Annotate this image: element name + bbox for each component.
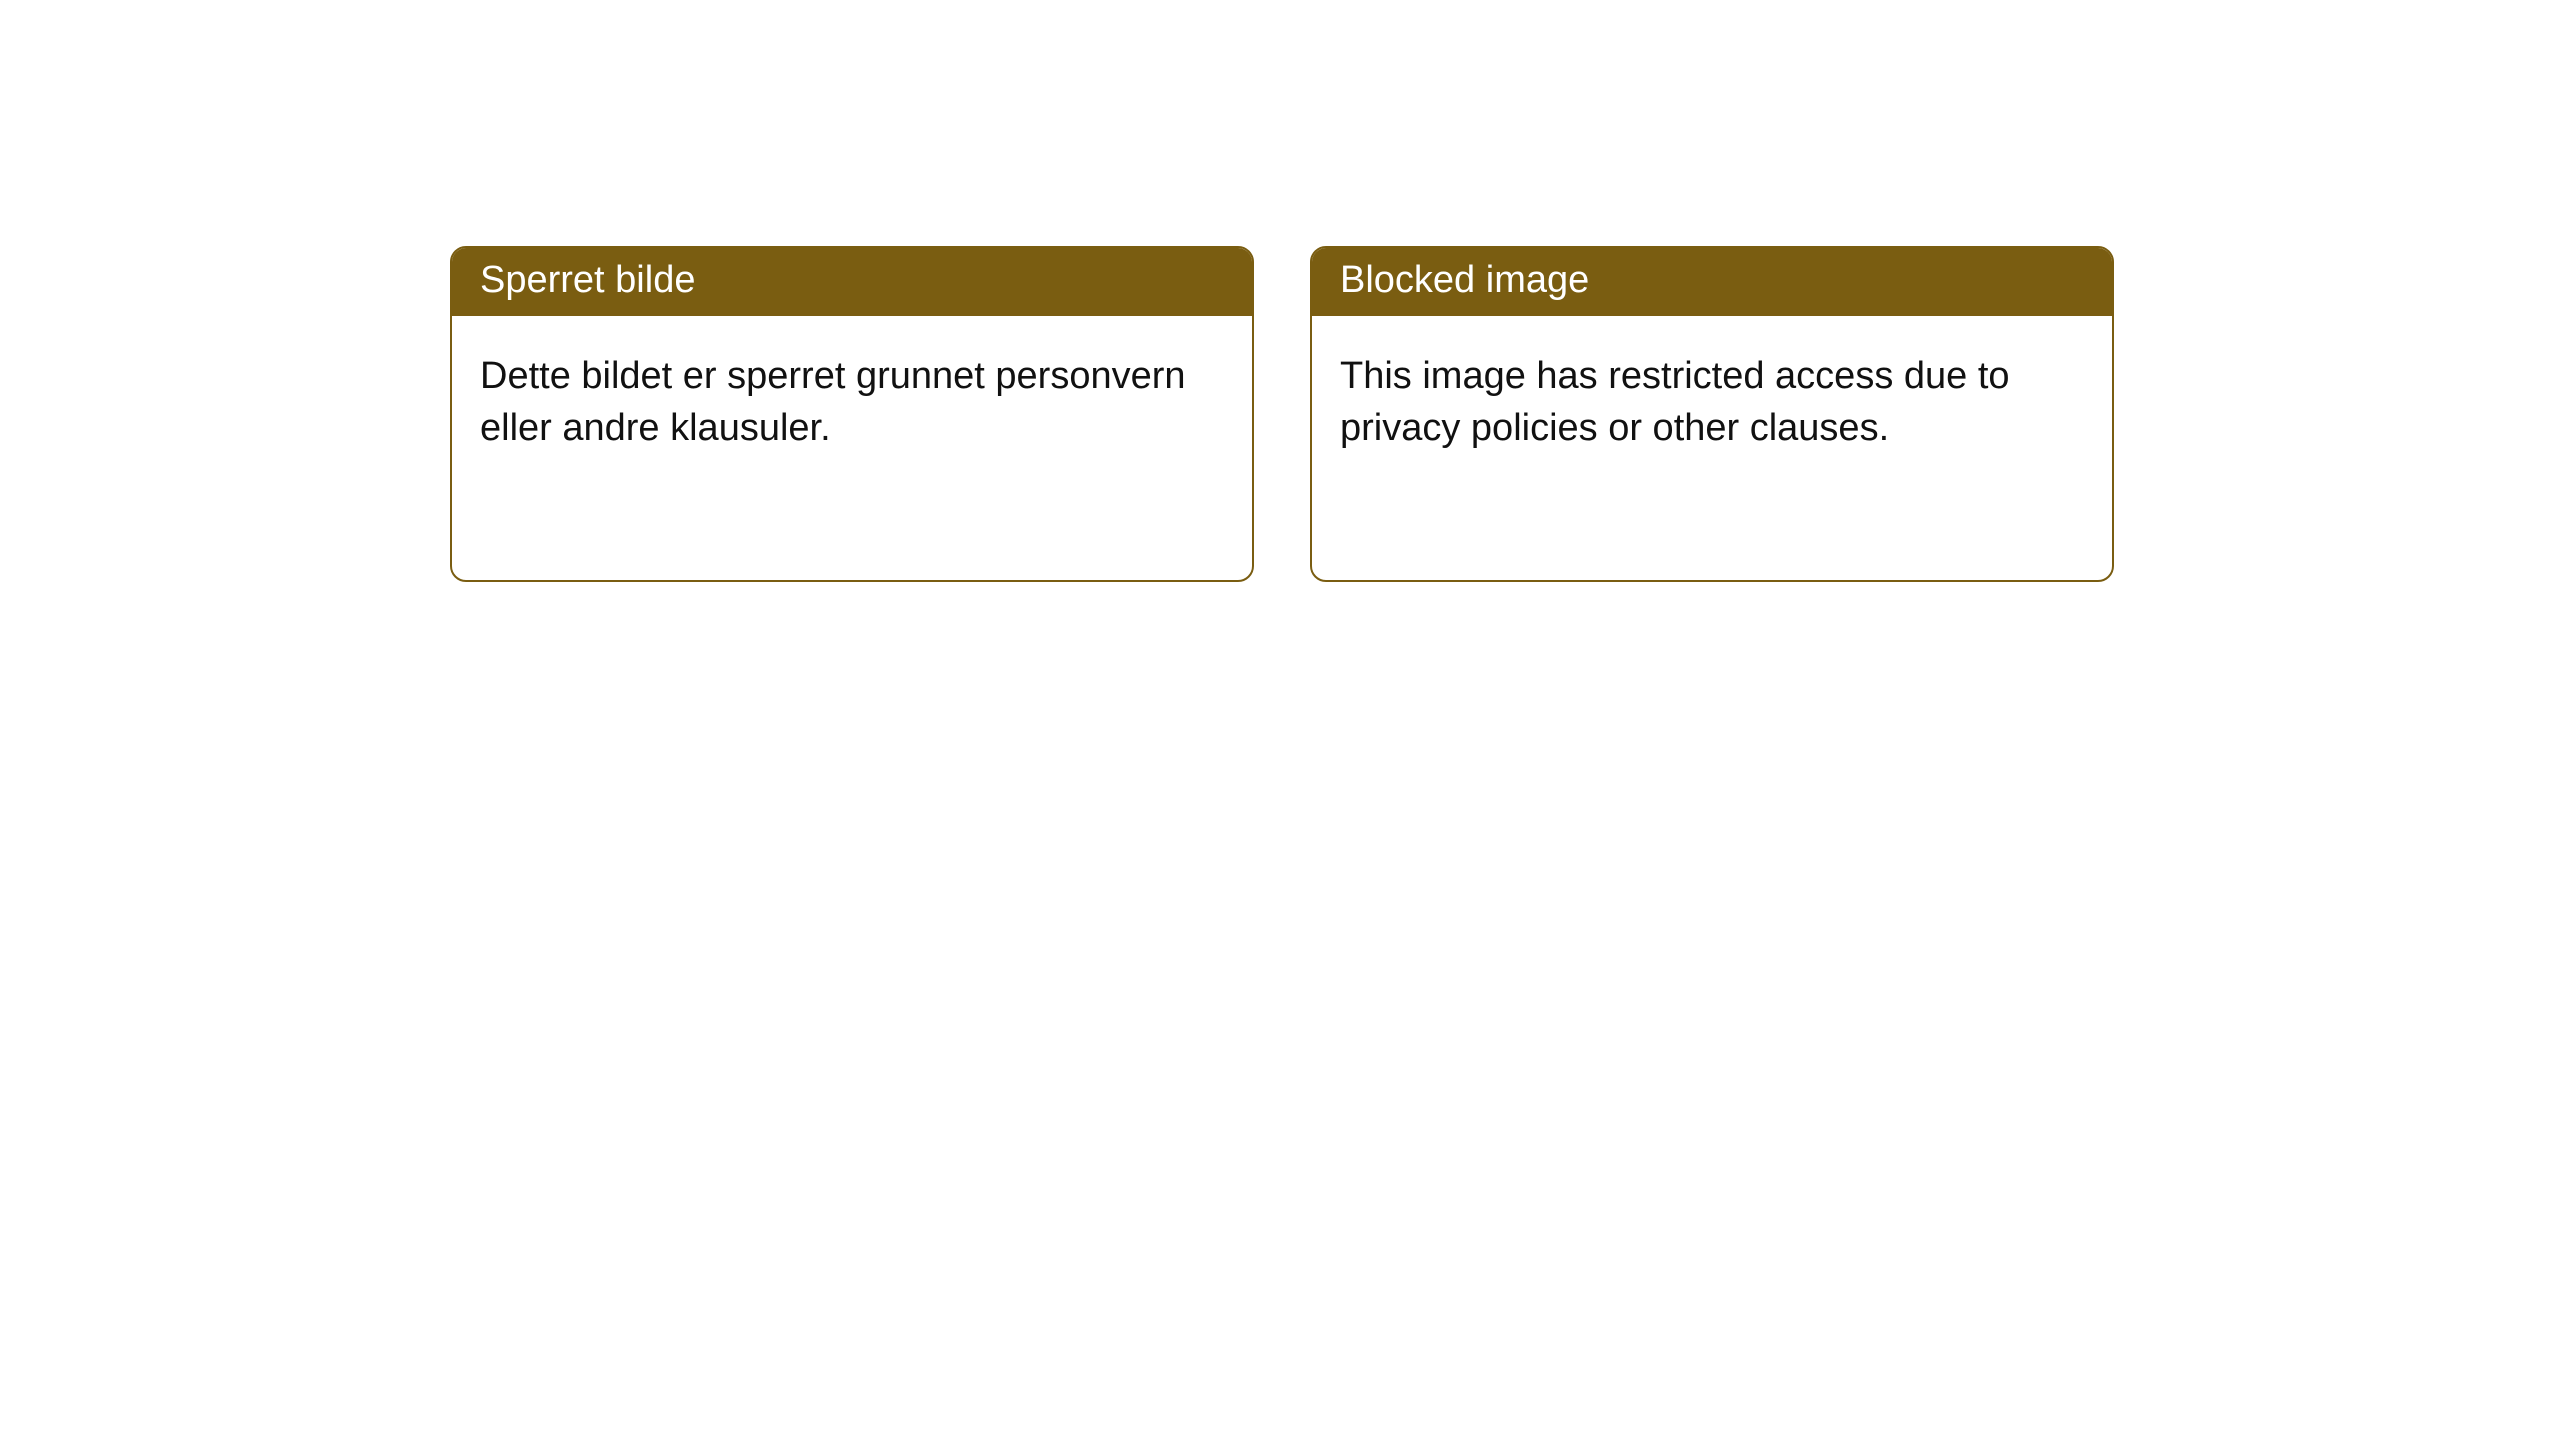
- card-title: Sperret bilde: [480, 259, 695, 301]
- card-body: Dette bildet er sperret grunnet personve…: [452, 316, 1252, 489]
- card-header: Sperret bilde: [452, 248, 1252, 316]
- blocked-image-card-en: Blocked image This image has restricted …: [1310, 246, 2114, 582]
- notice-container: Sperret bilde Dette bildet er sperret gr…: [0, 0, 2560, 582]
- blocked-image-card-no: Sperret bilde Dette bildet er sperret gr…: [450, 246, 1254, 582]
- card-header: Blocked image: [1312, 248, 2112, 316]
- card-title: Blocked image: [1340, 259, 1589, 301]
- card-body-text: Dette bildet er sperret grunnet personve…: [480, 355, 1186, 449]
- card-body: This image has restricted access due to …: [1312, 316, 2112, 489]
- card-body-text: This image has restricted access due to …: [1340, 355, 2010, 449]
